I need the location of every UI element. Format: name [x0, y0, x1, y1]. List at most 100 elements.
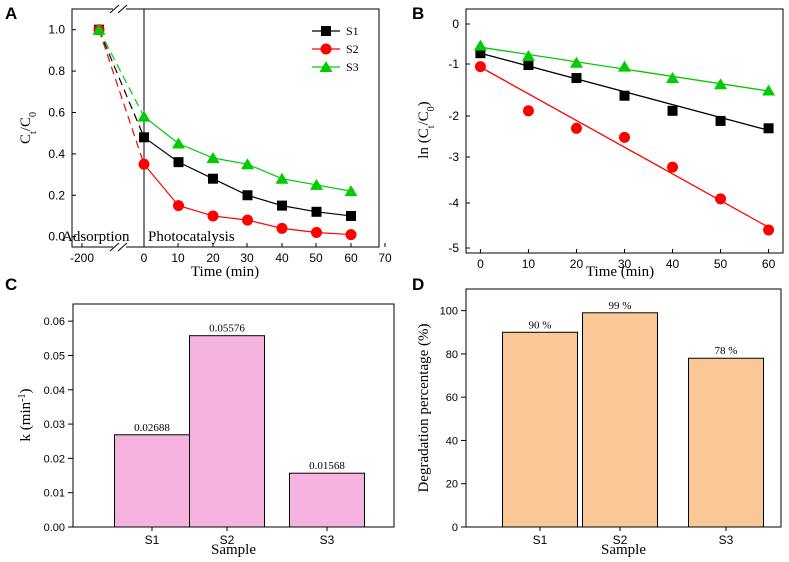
data-point — [311, 206, 322, 217]
y-tick-label: 0.4 — [48, 147, 65, 161]
data-point — [618, 60, 631, 72]
bar-s3 — [289, 472, 365, 528]
data-point — [173, 200, 184, 212]
series-s3 — [473, 39, 776, 96]
plot-frame — [465, 8, 784, 254]
data-point — [311, 227, 322, 239]
data-point — [137, 110, 151, 122]
data-point — [241, 158, 254, 170]
data-label: 0.05576 — [209, 323, 245, 335]
data-point — [275, 172, 289, 184]
y-tick-label: -5 — [448, 241, 459, 255]
legend-label-s3: S3 — [346, 60, 359, 74]
annotation-adsorption: Adsorption — [62, 229, 130, 245]
data-point — [475, 48, 486, 59]
axis-break-gap — [113, 244, 126, 250]
axis-break-mark — [117, 4, 128, 14]
y-tick-label: 0.2 — [48, 188, 65, 202]
y-tick-label: 20 — [446, 479, 458, 491]
panel-label-c: C — [5, 275, 17, 294]
x-axis-label: Sample — [601, 542, 646, 558]
series-connector-dashed — [98, 29, 145, 138]
data-point — [714, 78, 728, 90]
data-point — [571, 73, 582, 84]
data-point — [277, 200, 287, 211]
annotation-photocatalysis: Photocatalysis — [148, 229, 235, 245]
data-point — [310, 178, 323, 190]
y-tick-label: -1 — [448, 57, 459, 71]
data-point — [242, 190, 253, 201]
data-label: 90 % — [529, 319, 552, 331]
x-tick-label: 20 — [570, 257, 584, 271]
legend: S1 S2 S3 — [312, 24, 359, 74]
data-point — [345, 229, 357, 241]
data-label: 78 % — [715, 345, 738, 357]
y-tick-label: 60 — [446, 392, 458, 404]
x-tick-label: 40 — [666, 257, 680, 271]
y-tick-label: 0.06 — [44, 316, 65, 328]
x-tick-label: 40 — [275, 251, 289, 265]
series-s3 — [92, 23, 358, 197]
y-tick-label: 100 — [440, 306, 458, 318]
data-label: 0.01568 — [309, 460, 345, 472]
y-tick-label: 0.04 — [44, 385, 65, 397]
y-tick-label: -4 — [448, 196, 459, 210]
panel-label-a: A — [5, 4, 17, 23]
x-tick-label: 50 — [309, 251, 323, 265]
bar-s1 — [114, 434, 190, 528]
data-point — [173, 157, 184, 168]
data-point — [138, 158, 150, 170]
y-tick-label: 80 — [446, 349, 458, 361]
y-axis-label: Ct/C0 — [18, 112, 39, 144]
panel-d: 0 20 40 60 80 100 90 % S1 99 % S2 78 % S3 Sample Degr… — [416, 288, 782, 558]
data-point — [666, 72, 680, 84]
axis-break-gap — [113, 6, 126, 12]
x-tick-label: 50 — [714, 257, 728, 271]
y-tick-label: 0.00 — [44, 522, 65, 534]
axis-break-mark — [109, 242, 120, 252]
x-tick-label: 20 — [206, 251, 220, 265]
x-tick-label: S1 — [145, 533, 160, 547]
series-s2 — [93, 24, 357, 241]
axis-break-mark — [109, 4, 120, 14]
y-tick-label: 1.0 — [48, 23, 65, 37]
x-tick-label: 0 — [477, 257, 484, 271]
y-axis-label: ln (Ct/C0) — [416, 101, 437, 158]
data-point — [522, 105, 534, 117]
data-point — [762, 84, 776, 96]
panel-label-d: D — [412, 275, 424, 294]
data-point — [521, 50, 535, 61]
legend-marker — [319, 61, 333, 72]
y-tick-label: -2 — [448, 109, 459, 123]
y-tick-label: 40 — [446, 435, 458, 447]
y-tick-label: 0.05 — [44, 350, 65, 362]
data-label: 99 % — [609, 300, 632, 312]
data-point — [619, 131, 630, 143]
x-axis-label: Sample — [211, 542, 256, 558]
data-point — [139, 132, 149, 143]
bar-s1 — [502, 331, 578, 528]
data-label: 0.02688 — [134, 422, 170, 434]
x-tick-label: 60 — [344, 251, 358, 265]
bar-s2 — [189, 335, 265, 528]
data-point — [569, 56, 583, 68]
x-tick-label: S1 — [533, 533, 548, 547]
data-point — [344, 185, 358, 197]
data-point — [667, 161, 679, 173]
y-tick-label: -3 — [448, 150, 459, 164]
panel-label-b: B — [412, 4, 424, 23]
y-tick-label: 0 — [452, 522, 458, 534]
legend-marker — [320, 43, 332, 55]
series-s2 — [474, 61, 775, 236]
data-point — [667, 105, 678, 116]
data-point — [172, 137, 185, 149]
series-line — [143, 116, 352, 192]
bar-s3 — [688, 357, 764, 528]
data-point — [276, 222, 288, 234]
series-connector-dashed — [98, 29, 145, 165]
data-point — [346, 210, 356, 221]
y-tick-label: 0 — [452, 17, 459, 31]
axis-break-mark — [117, 242, 128, 252]
data-point — [523, 60, 534, 71]
data-point — [763, 224, 775, 236]
